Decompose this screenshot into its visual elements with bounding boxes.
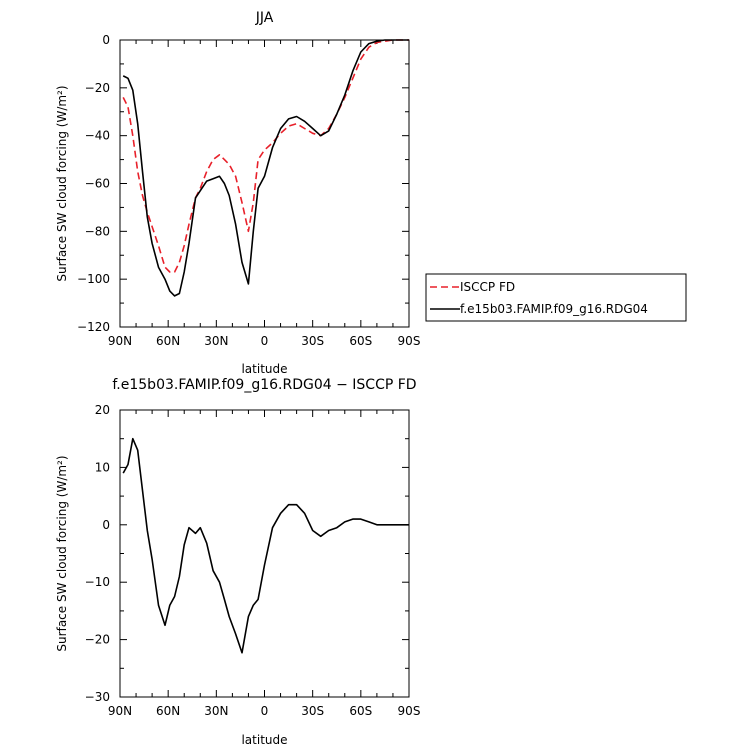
chart-title: JJA — [255, 10, 274, 26]
y-tick-label: −60 — [85, 177, 110, 191]
plot-frame — [119, 39, 410, 328]
legend-box — [425, 273, 687, 322]
legend-label: ISCCP FD — [460, 280, 515, 294]
x-tick-label: 30S — [301, 704, 324, 718]
legend-label: f.e15b03.FAMIP.f09_g16.RDG04 — [460, 302, 648, 316]
y-tick-label: 10 — [95, 460, 110, 474]
chart-title: f.e15b03.FAMIP.f09_g16.RDG04 − ISCCP FD — [112, 377, 416, 393]
y-tick-label: −20 — [85, 81, 110, 95]
chart-panel-2: f.e15b03.FAMIP.f09_g16.RDG04 − ISCCP FD 9… — [55, 377, 420, 747]
x-tick-label: 90N — [108, 704, 132, 718]
y-tick-label: 20 — [95, 403, 110, 417]
x-tick-label: 0 — [261, 704, 269, 718]
chart-panel-1: JJA 90N 60N 30N 0 30S 60S 90S 0 −20 −40 −60 −80 −100 −… — [55, 10, 687, 376]
x-tick-label: 60N — [156, 704, 180, 718]
y-tick-label: −10 — [85, 575, 110, 589]
y-axis-label: Surface SW cloud forcing (W/m²) — [55, 455, 69, 651]
x-axis-label: latitude — [241, 362, 287, 376]
x-tick-label: 60S — [349, 704, 372, 718]
plot-frame — [119, 409, 410, 698]
x-axis-label: latitude — [241, 733, 287, 747]
x-tick-label: 60S — [349, 334, 372, 348]
series-line-1 — [122, 437, 409, 654]
y-tick-label: 0 — [102, 33, 110, 47]
y-axis-label: Surface SW cloud forcing (W/m²) — [55, 85, 69, 281]
y-tick-label: −100 — [77, 272, 110, 286]
x-tick-label: 30S — [301, 334, 324, 348]
series-line-1 — [122, 39, 409, 273]
x-tick-label: 60N — [156, 334, 180, 348]
y-tick-label: −20 — [85, 633, 110, 647]
y-tick-label: −120 — [77, 320, 110, 334]
y-tick-label: −40 — [85, 129, 110, 143]
series-line-2 — [122, 39, 409, 297]
y-tick-label: −30 — [85, 690, 110, 704]
x-tick-label: 0 — [261, 334, 269, 348]
x-tick-label: 30N — [204, 704, 228, 718]
y-tick-label: −80 — [85, 224, 110, 238]
x-tick-label: 90S — [398, 334, 421, 348]
x-tick-label: 30N — [204, 334, 228, 348]
x-tick-label: 90S — [398, 704, 421, 718]
y-tick-label: 0 — [102, 518, 110, 532]
legend: ISCCP FD f.e15b03.FAMIP.f09_g16.RDG04 — [425, 273, 687, 322]
x-tick-label: 90N — [108, 334, 132, 348]
